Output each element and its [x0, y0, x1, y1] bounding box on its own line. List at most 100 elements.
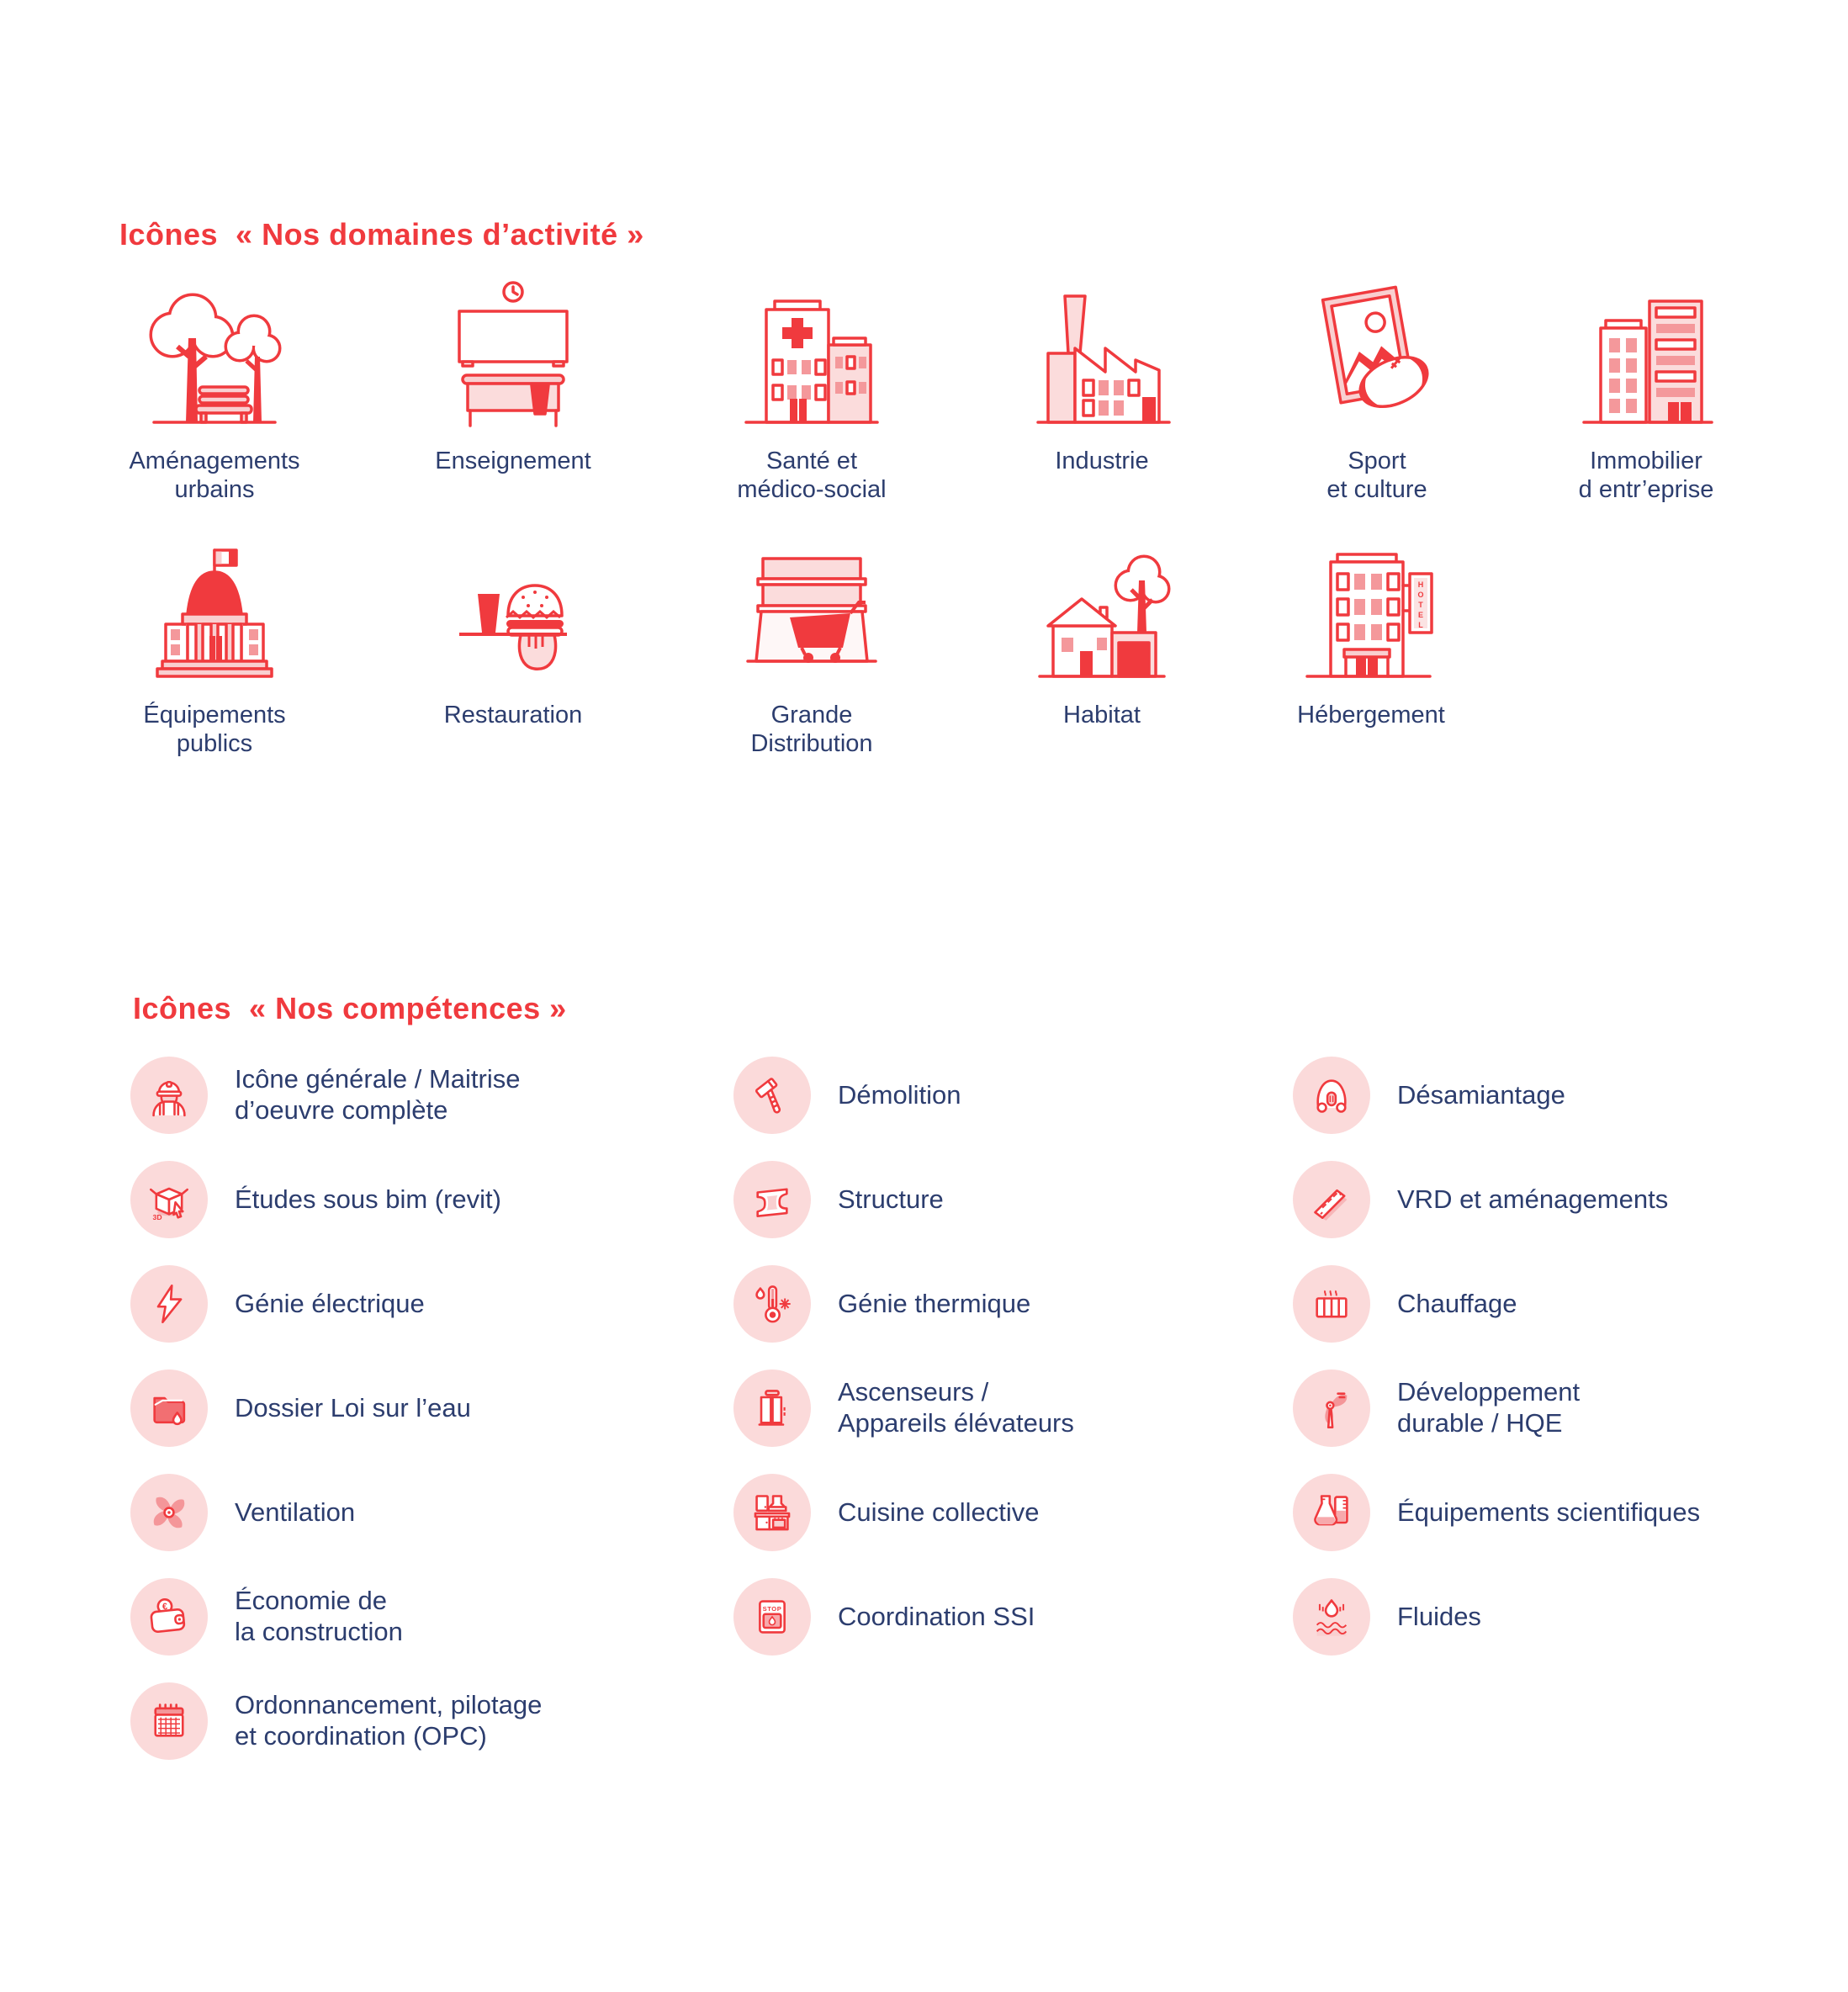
competence-item: Fluides	[1293, 1578, 1700, 1656]
svg-text:H: H	[1418, 580, 1424, 589]
competence-label: Ascenseurs / Appareils élévateurs	[838, 1377, 1074, 1438]
trees-bench-icon	[149, 293, 282, 424]
domain-item: Sport et culture	[1234, 278, 1520, 504]
sledgehammer-icon	[755, 1078, 781, 1114]
svg-text:€: €	[162, 1602, 167, 1613]
domain-label: Grande Distribution	[750, 702, 873, 757]
competence-item: Génie thermique	[733, 1265, 1074, 1343]
domain-label: Restauration	[443, 702, 583, 728]
competences-column-3: Désamiantage VRD et aménagements	[1293, 1057, 1700, 1656]
competence-item: Développement durable / HQE	[1293, 1370, 1700, 1447]
competence-label: Ordonnancement, pilotage et coordination…	[235, 1690, 543, 1751]
fire-alarm-icon: STOP	[759, 1600, 786, 1634]
competence-circle	[130, 1682, 208, 1760]
competence-circle	[1293, 1578, 1370, 1656]
competence-circle	[130, 1370, 208, 1447]
water-folder-icon	[153, 1396, 186, 1426]
competence-label: Études sous bim (revit)	[235, 1184, 501, 1214]
competence-item: € Économie de la construction	[130, 1578, 542, 1656]
competence-item: Chauffage	[1293, 1265, 1700, 1343]
competence-circle	[130, 1057, 208, 1134]
competence-circle	[1293, 1161, 1370, 1238]
competence-label: Fluides	[1397, 1601, 1481, 1631]
office-towers-icon	[1582, 299, 1713, 424]
fan-icon	[153, 1497, 185, 1528]
radiator-icon	[1316, 1290, 1348, 1318]
competences-section-title: Icônes « Nos compétences »	[133, 991, 567, 1025]
competence-item: Désamiantage	[1293, 1057, 1700, 1134]
domain-label: Industrie	[1055, 448, 1149, 474]
competences-column-1: Icône générale / Maitrise d’oeuvre compl…	[130, 1057, 542, 1760]
competence-label: Développement durable / HQE	[1397, 1377, 1581, 1438]
domains-section-title: Icônes « Nos domaines d’activité »	[119, 217, 644, 252]
lightning-icon	[156, 1285, 183, 1323]
competence-label: Structure	[838, 1184, 944, 1214]
competence-item: Structure	[733, 1161, 1074, 1238]
competence-item: Ascenseurs / Appareils élévateurs	[733, 1370, 1074, 1447]
competence-circle	[1293, 1057, 1370, 1134]
competence-circle	[130, 1474, 208, 1551]
domain-label: Enseignement	[435, 448, 591, 474]
domain-item: Restauration	[370, 532, 656, 730]
whiteboard-desk-icon	[458, 281, 569, 427]
domain-item: Immobilier d entr’eprise	[1503, 278, 1789, 504]
competence-label: Chauffage	[1397, 1288, 1517, 1318]
domain-item: Industrie	[959, 278, 1245, 476]
hospital-icon	[744, 299, 879, 424]
competence-circle: STOP	[733, 1578, 811, 1656]
domain-item: Habitat	[959, 532, 1245, 730]
lab-flasks-icon	[1314, 1495, 1348, 1526]
competence-item: Démolition	[733, 1057, 1074, 1134]
competences-column-2: Démolition Structure	[733, 1057, 1074, 1656]
domain-label: Habitat	[1063, 702, 1141, 728]
competence-circle	[733, 1474, 811, 1551]
competence-label: Équipements scientifiques	[1397, 1497, 1701, 1527]
competence-label: Coordination SSI	[838, 1601, 1035, 1631]
competence-circle	[1293, 1474, 1370, 1551]
competence-circle	[733, 1265, 811, 1343]
wallet-icon: €	[150, 1598, 186, 1633]
house-tree-icon	[1038, 554, 1171, 678]
domain-item: Équipements publics	[71, 532, 357, 758]
competence-circle	[733, 1057, 811, 1134]
svg-text:O: O	[1417, 591, 1423, 599]
svg-text:T: T	[1418, 601, 1423, 609]
steel-beam-icon	[756, 1188, 788, 1217]
picture-rugby-icon	[1321, 285, 1429, 409]
competence-circle	[1293, 1370, 1370, 1447]
competence-item: STOP Coordination SSI	[733, 1578, 1074, 1656]
competence-label: Économie de la construction	[235, 1586, 403, 1646]
domain-label: Sport et culture	[1326, 448, 1427, 503]
food-tray-icon	[459, 584, 567, 670]
competence-circle: €	[130, 1578, 208, 1656]
hotel-icon: H O T E L	[1305, 553, 1433, 678]
competence-item: VRD et aménagements	[1293, 1161, 1700, 1238]
domain-item: H O T E L Hébergement	[1228, 532, 1514, 730]
domain-label: Équipements publics	[143, 702, 286, 757]
elevator-icon	[758, 1390, 786, 1426]
domain-item: Enseignement	[370, 278, 656, 476]
svg-text:3D: 3D	[153, 1213, 162, 1221]
calendar-icon	[154, 1703, 184, 1737]
competence-circle	[733, 1161, 811, 1238]
gas-mask-icon	[1316, 1079, 1347, 1113]
worker-icon	[152, 1080, 186, 1117]
domain-label: Hébergement	[1297, 702, 1445, 728]
factory-icon	[1036, 294, 1171, 424]
competence-circle	[1293, 1265, 1370, 1343]
competence-item: 3D Études sous bim (revit)	[130, 1161, 542, 1238]
domain-item: Aménagements urbains	[71, 278, 357, 504]
svg-text:L: L	[1418, 621, 1423, 629]
domain-label: Immobilier d entr’eprise	[1578, 448, 1714, 503]
thermometer-icon	[755, 1285, 791, 1323]
competence-item: Équipements scientifiques	[1293, 1474, 1700, 1551]
competence-label: Cuisine collective	[838, 1497, 1040, 1527]
bim-3d-box-icon: 3D	[150, 1187, 188, 1221]
svg-text:STOP: STOP	[763, 1605, 782, 1613]
domain-label: Aménagements urbains	[129, 448, 300, 503]
competence-label: Désamiantage	[1397, 1079, 1565, 1110]
competence-label: Icône générale / Maitrise d’oeuvre compl…	[235, 1064, 521, 1125]
competence-label: Démolition	[838, 1079, 961, 1110]
competence-label: Dossier Loi sur l’eau	[235, 1392, 471, 1422]
